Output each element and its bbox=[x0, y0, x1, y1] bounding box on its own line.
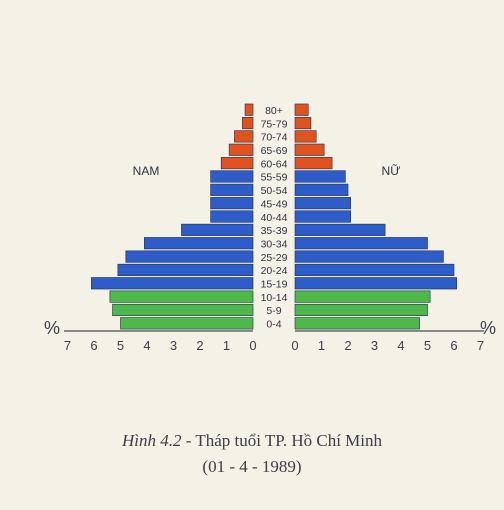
caption-title-line: Hình 4.2 - Tháp tuổi TP. Hồ Chí Minh bbox=[0, 428, 504, 454]
tick-right-3: 3 bbox=[371, 338, 378, 353]
age-label-25-29: 25-29 bbox=[261, 252, 288, 264]
male-bar-30-34 bbox=[144, 237, 254, 250]
tick-left-7: 7 bbox=[64, 338, 71, 353]
age-label-10-14: 10-14 bbox=[261, 292, 288, 304]
tick-right-1: 1 bbox=[318, 338, 325, 353]
female-bar-0-4 bbox=[294, 317, 420, 330]
x-axis-ticks: 7 6 5 4 3 2 1 0 0 1 2 3 4 5 6 7 bbox=[64, 338, 484, 353]
tick-left-2: 2 bbox=[196, 338, 203, 353]
female-bar-65-69 bbox=[294, 143, 325, 156]
tick-left-5: 5 bbox=[117, 338, 124, 353]
female-bar-20-24 bbox=[294, 263, 455, 276]
figure-caption: Hình 4.2 - Tháp tuổi TP. Hồ Chí Minh (01… bbox=[0, 428, 504, 480]
tick-left-6: 6 bbox=[90, 338, 97, 353]
female-bar-80+ bbox=[294, 103, 309, 116]
unit-right-label: % bbox=[480, 318, 496, 338]
unit-left-label: % bbox=[44, 318, 60, 338]
tick-left-3: 3 bbox=[170, 338, 177, 353]
male-bar-40-44 bbox=[210, 210, 254, 223]
age-label-20-24: 20-24 bbox=[261, 265, 288, 277]
age-label-75-79: 75-79 bbox=[261, 118, 288, 130]
age-label-55-59: 55-59 bbox=[261, 172, 288, 184]
female-bar-75-79 bbox=[294, 117, 312, 130]
male-bar-5-9 bbox=[112, 303, 254, 317]
age-label-80+: 80+ bbox=[265, 105, 283, 117]
female-bar-40-44 bbox=[294, 210, 351, 223]
female-bar-15-19 bbox=[294, 277, 457, 290]
male-bar-45-49 bbox=[210, 197, 254, 210]
age-label-65-69: 65-69 bbox=[261, 145, 288, 157]
figure-number: Hình 4.2 bbox=[121, 431, 182, 450]
female-bars bbox=[294, 103, 457, 330]
tick-right-7: 7 bbox=[477, 338, 484, 353]
female-label: NỮ bbox=[382, 163, 401, 178]
caption-title: - Tháp tuổi TP. Hồ Chí Minh bbox=[181, 431, 383, 450]
female-bar-45-49 bbox=[294, 197, 351, 210]
female-bar-55-59 bbox=[294, 170, 346, 183]
female-bar-60-64 bbox=[294, 157, 333, 170]
male-bar-75-79 bbox=[242, 117, 254, 130]
age-label-30-34: 30-34 bbox=[261, 238, 288, 250]
tick-right-4: 4 bbox=[397, 338, 404, 353]
female-bar-25-29 bbox=[294, 250, 444, 263]
caption-date: (01 - 4 - 1989) bbox=[202, 457, 302, 476]
age-label-45-49: 45-49 bbox=[261, 198, 288, 210]
male-label: NAM bbox=[133, 164, 160, 178]
tick-right-2: 2 bbox=[344, 338, 351, 353]
tick-left-0: 0 bbox=[249, 338, 256, 353]
age-label-50-54: 50-54 bbox=[261, 185, 288, 197]
age-label-0-4: 0-4 bbox=[266, 319, 281, 331]
female-bar-30-34 bbox=[294, 237, 428, 250]
male-bar-80+ bbox=[244, 103, 254, 116]
tick-left-4: 4 bbox=[143, 338, 150, 353]
male-bar-15-19 bbox=[91, 277, 254, 290]
male-bar-20-24 bbox=[117, 263, 254, 276]
male-bar-65-69 bbox=[228, 143, 254, 156]
male-bar-35-39 bbox=[181, 223, 254, 236]
age-label-40-44: 40-44 bbox=[261, 212, 288, 224]
tick-left-1: 1 bbox=[223, 338, 230, 353]
female-bar-35-39 bbox=[294, 223, 386, 236]
female-bar-50-54 bbox=[294, 183, 349, 196]
tick-right-6: 6 bbox=[450, 338, 457, 353]
tick-right-5: 5 bbox=[424, 338, 431, 353]
male-bar-50-54 bbox=[210, 183, 254, 196]
male-bar-10-14 bbox=[109, 290, 254, 303]
age-label-70-74: 70-74 bbox=[261, 132, 288, 144]
age-label-60-64: 60-64 bbox=[261, 158, 288, 170]
male-bar-60-64 bbox=[220, 157, 254, 170]
female-bar-70-74 bbox=[294, 130, 317, 143]
male-bars bbox=[91, 103, 254, 330]
female-bar-10-14 bbox=[294, 290, 431, 303]
male-bar-55-59 bbox=[210, 170, 254, 183]
female-bar-5-9 bbox=[294, 303, 428, 317]
male-bar-0-4 bbox=[120, 317, 254, 330]
age-label-5-9: 5-9 bbox=[266, 305, 281, 317]
male-bar-70-74 bbox=[234, 130, 254, 143]
tick-right-0: 0 bbox=[291, 338, 298, 353]
male-bar-25-29 bbox=[125, 250, 254, 263]
age-label-15-19: 15-19 bbox=[261, 279, 288, 291]
age-label-35-39: 35-39 bbox=[261, 225, 288, 237]
